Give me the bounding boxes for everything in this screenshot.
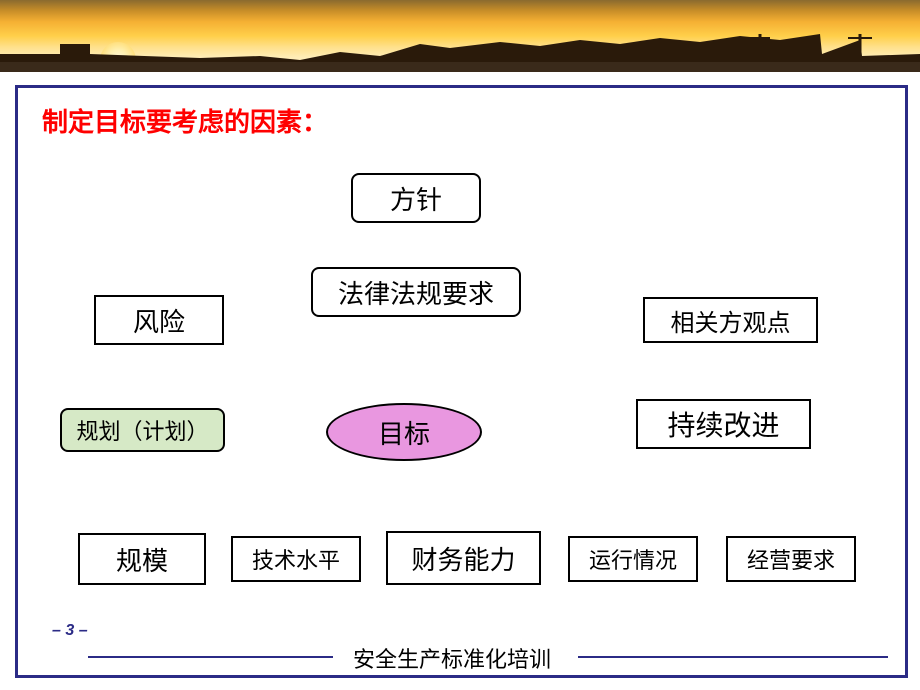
node-plan: 规划（计划） [60, 408, 225, 452]
node-tech: 技术水平 [231, 536, 361, 582]
node-improve-label: 持续改进 [667, 404, 779, 444]
header-banner [0, 0, 920, 72]
node-operate: 运行情况 [568, 536, 698, 582]
node-business-label: 经营要求 [747, 543, 835, 575]
content-frame: 制定目标要考虑的因素： 目标 方针法律法规要求风险规划（计划） 相关方观点持续改进… [15, 85, 908, 678]
node-risk-label: 风险 [133, 302, 185, 339]
node-target-label: 目标 [378, 414, 430, 451]
node-tech-label: 技术水平 [252, 543, 340, 575]
node-finance: 财务能力 [386, 531, 541, 585]
footer-line-left [88, 656, 333, 658]
node-target: 目标 [326, 403, 482, 461]
node-policy-label: 方针 [390, 180, 442, 217]
footer-text: 安全生产标准化培训 [353, 642, 551, 674]
node-business: 经营要求 [726, 536, 856, 582]
footer-line-right [578, 656, 888, 658]
node-law: 法律法规要求 [311, 267, 521, 317]
node-law-label: 法律法规要求 [338, 274, 494, 311]
node-stake-label: 相关方观点 [671, 303, 791, 338]
node-policy: 方针 [351, 173, 481, 223]
node-scale: 规模 [78, 533, 206, 585]
node-risk: 风险 [94, 295, 224, 345]
slide-title: 制定目标要考虑的因素： [42, 102, 328, 139]
banner-bottom-bar [0, 62, 920, 72]
node-improve: 持续改进 [636, 399, 811, 449]
page-number: – 3 – [52, 622, 88, 640]
node-finance-label: 财务能力 [411, 540, 515, 577]
node-scale-label: 规模 [116, 541, 168, 578]
node-plan-label: 规划（计划） [76, 414, 208, 446]
node-stake: 相关方观点 [643, 297, 818, 343]
node-operate-label: 运行情况 [589, 543, 677, 575]
